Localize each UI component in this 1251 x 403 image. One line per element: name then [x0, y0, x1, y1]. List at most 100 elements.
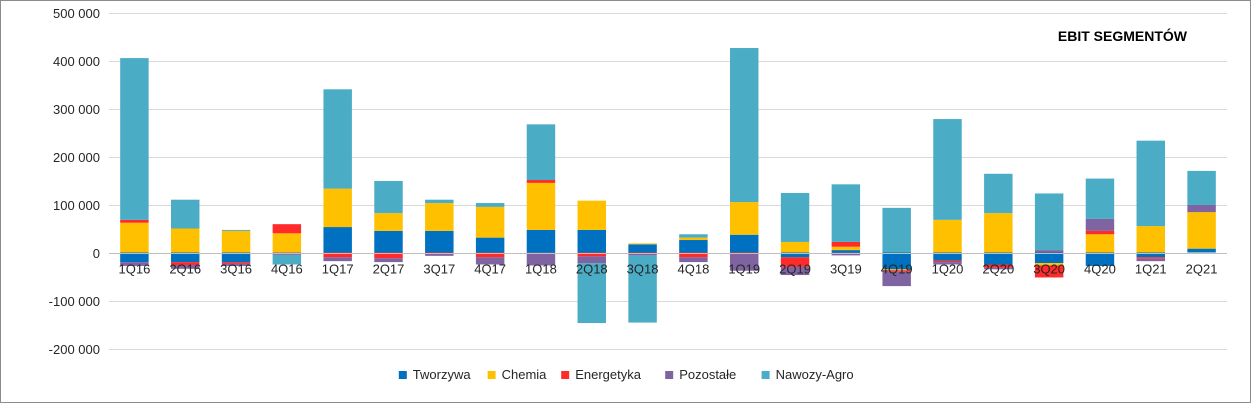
- bar-segment: [526, 252, 556, 266]
- bar-segment: [780, 257, 810, 267]
- bar-segment: [323, 257, 352, 262]
- bar-segment: [628, 255, 657, 323]
- bar-segment: [984, 252, 1013, 265]
- chart-title: EBIT SEGMENTÓW: [1058, 27, 1188, 44]
- y-tick-label: 400 000: [53, 54, 100, 69]
- bar-segment: [120, 252, 149, 263]
- bar-segment: [323, 188, 352, 228]
- bar-segment: [425, 253, 454, 256]
- bar-segment: [221, 229, 251, 231]
- y-tick-label: 0: [93, 246, 100, 261]
- bar-segment: [628, 243, 657, 245]
- bar-segment: [831, 184, 861, 242]
- bar-segment: [120, 262, 149, 266]
- bar-segment: [120, 58, 149, 220]
- bar-segment: [323, 89, 352, 189]
- bar-segment: [1034, 193, 1064, 251]
- x-tick-label: 2Q18: [576, 262, 608, 277]
- bar-segment: [1085, 252, 1115, 266]
- bar-segment: [475, 252, 505, 258]
- bar-segment: [831, 241, 861, 247]
- bar-segment: [577, 252, 606, 257]
- bar-segment: [374, 180, 403, 214]
- bar-segment: [1187, 204, 1216, 213]
- bar-segment: [1034, 250, 1064, 253]
- legend-swatch: [761, 371, 770, 379]
- bar-segment: [780, 192, 810, 242]
- bar-segment: [272, 233, 302, 253]
- bar-segment: [1187, 212, 1216, 249]
- bar-segment: [171, 252, 200, 263]
- x-tick-label: 4Q16: [271, 262, 303, 277]
- bar-segment: [171, 262, 200, 265]
- bar-segment: [475, 206, 505, 238]
- y-tick-label: -200 000: [49, 342, 100, 357]
- bar-segment: [425, 199, 454, 204]
- bar-segment: [221, 230, 251, 253]
- legend-label: Tworzywa: [413, 367, 472, 382]
- legend-swatch: [398, 371, 407, 379]
- bar-segment: [526, 182, 556, 230]
- legend-label: Energetyka: [575, 367, 642, 382]
- bar-segment: [577, 229, 606, 253]
- bar-segment: [526, 229, 556, 253]
- bar-segment: [780, 252, 810, 258]
- bar-segment: [933, 252, 962, 261]
- bar-segment: [984, 173, 1013, 214]
- bar-segment: [1136, 258, 1165, 262]
- bar-segment: [882, 269, 911, 271]
- bar-segment: [1034, 263, 1064, 266]
- bar-segment: [933, 262, 962, 265]
- legend-label: Chemia: [502, 367, 548, 382]
- bar-segment: [780, 266, 810, 276]
- bar-segment: [933, 219, 962, 253]
- x-tick-label: 4Q20: [1084, 262, 1116, 277]
- x-tick-label: 1Q21: [1135, 262, 1167, 277]
- bar-segment: [171, 199, 200, 229]
- x-tick-label: 1Q16: [119, 262, 151, 277]
- bar-segment: [1034, 265, 1064, 278]
- legend-label: Pozostałe: [679, 367, 736, 382]
- bar-segment: [323, 252, 352, 258]
- x-tick-label: 3Q18: [627, 262, 659, 277]
- bar-segment: [577, 256, 606, 264]
- bar-segment: [1085, 178, 1115, 219]
- x-tick-label: 2Q19: [779, 262, 811, 277]
- bar-segment: [526, 124, 556, 181]
- y-tick-label: 300 000: [53, 102, 100, 117]
- bar-segment: [679, 234, 708, 238]
- bar-segment: [374, 252, 403, 259]
- bar-segment: [475, 237, 505, 253]
- bar-segment: [679, 252, 708, 258]
- bar-segment: [679, 237, 708, 241]
- bar-segment: [1085, 230, 1115, 235]
- x-tick-label: 2Q16: [169, 262, 201, 277]
- y-tick-label: -100 000: [49, 294, 100, 309]
- bar-segment: [374, 258, 403, 263]
- bar-segment: [1136, 252, 1165, 258]
- bar-segment: [171, 264, 200, 269]
- bar-segment: [323, 227, 352, 253]
- bar-segment: [628, 253, 657, 256]
- legend-swatch: [561, 371, 570, 379]
- axes: -200 000 -100 000 0 100 000 200 000 300 000 40…: [49, 6, 1227, 357]
- bar-segment: [374, 230, 403, 253]
- x-tick-label: 4Q18: [678, 262, 710, 277]
- bar-segment: [1136, 257, 1165, 259]
- x-tick-label: 2Q20: [982, 262, 1014, 277]
- bar-segment: [1187, 170, 1216, 205]
- x-tick-label: 3Q17: [423, 262, 455, 277]
- bar-segment: [171, 228, 200, 253]
- bar-segment: [730, 202, 759, 235]
- bar-segment: [425, 230, 454, 253]
- bar-segment: [425, 203, 454, 231]
- x-tick-label: 4Q17: [474, 262, 506, 277]
- bar-segment: [1136, 226, 1165, 253]
- y-tick-label: 100 000: [53, 198, 100, 213]
- y-tick-label: 500 000: [53, 6, 100, 21]
- bar-segment: [984, 213, 1013, 253]
- bar-segment: [475, 257, 505, 265]
- bar-segment: [882, 271, 911, 287]
- bar-segment: [882, 252, 911, 270]
- bar-segment: [475, 203, 505, 207]
